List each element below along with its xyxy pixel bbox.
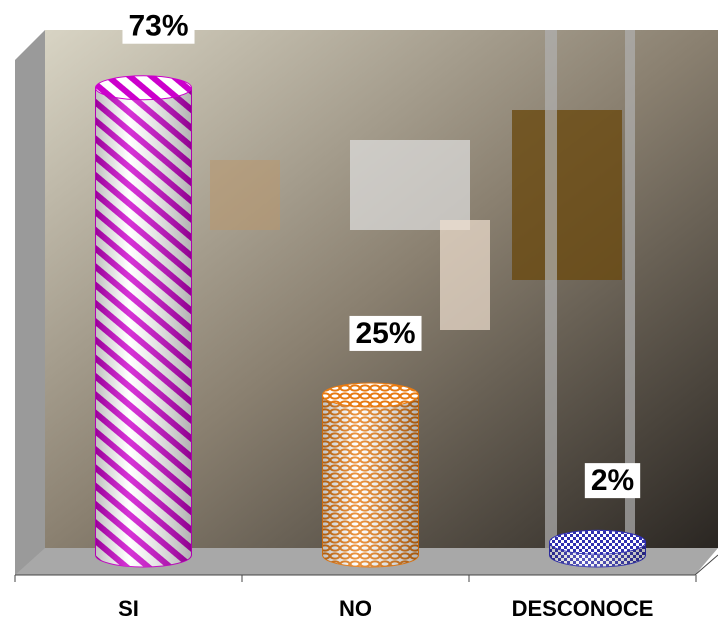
x-tick-label: DESCONOCE [512, 596, 654, 620]
value-label-bg [584, 463, 641, 499]
cylinder-shade [95, 87, 192, 568]
value-label: 25% [355, 317, 415, 350]
x-tick-label: NO [339, 596, 372, 620]
cylinder-top [549, 529, 646, 555]
value-label-bg [349, 315, 422, 351]
cylinder-shade [322, 395, 419, 567]
value-label: 73% [128, 10, 188, 43]
value-label: 2% [591, 464, 634, 497]
value-label-bg [122, 8, 195, 44]
value-label-box: 73% [122, 8, 195, 44]
cylinder-top [95, 75, 192, 101]
cylinder-top [322, 382, 419, 408]
value-label-box: 2% [584, 463, 641, 499]
x-tick-label: SI [118, 596, 139, 620]
value-label-box: 25% [349, 315, 422, 351]
